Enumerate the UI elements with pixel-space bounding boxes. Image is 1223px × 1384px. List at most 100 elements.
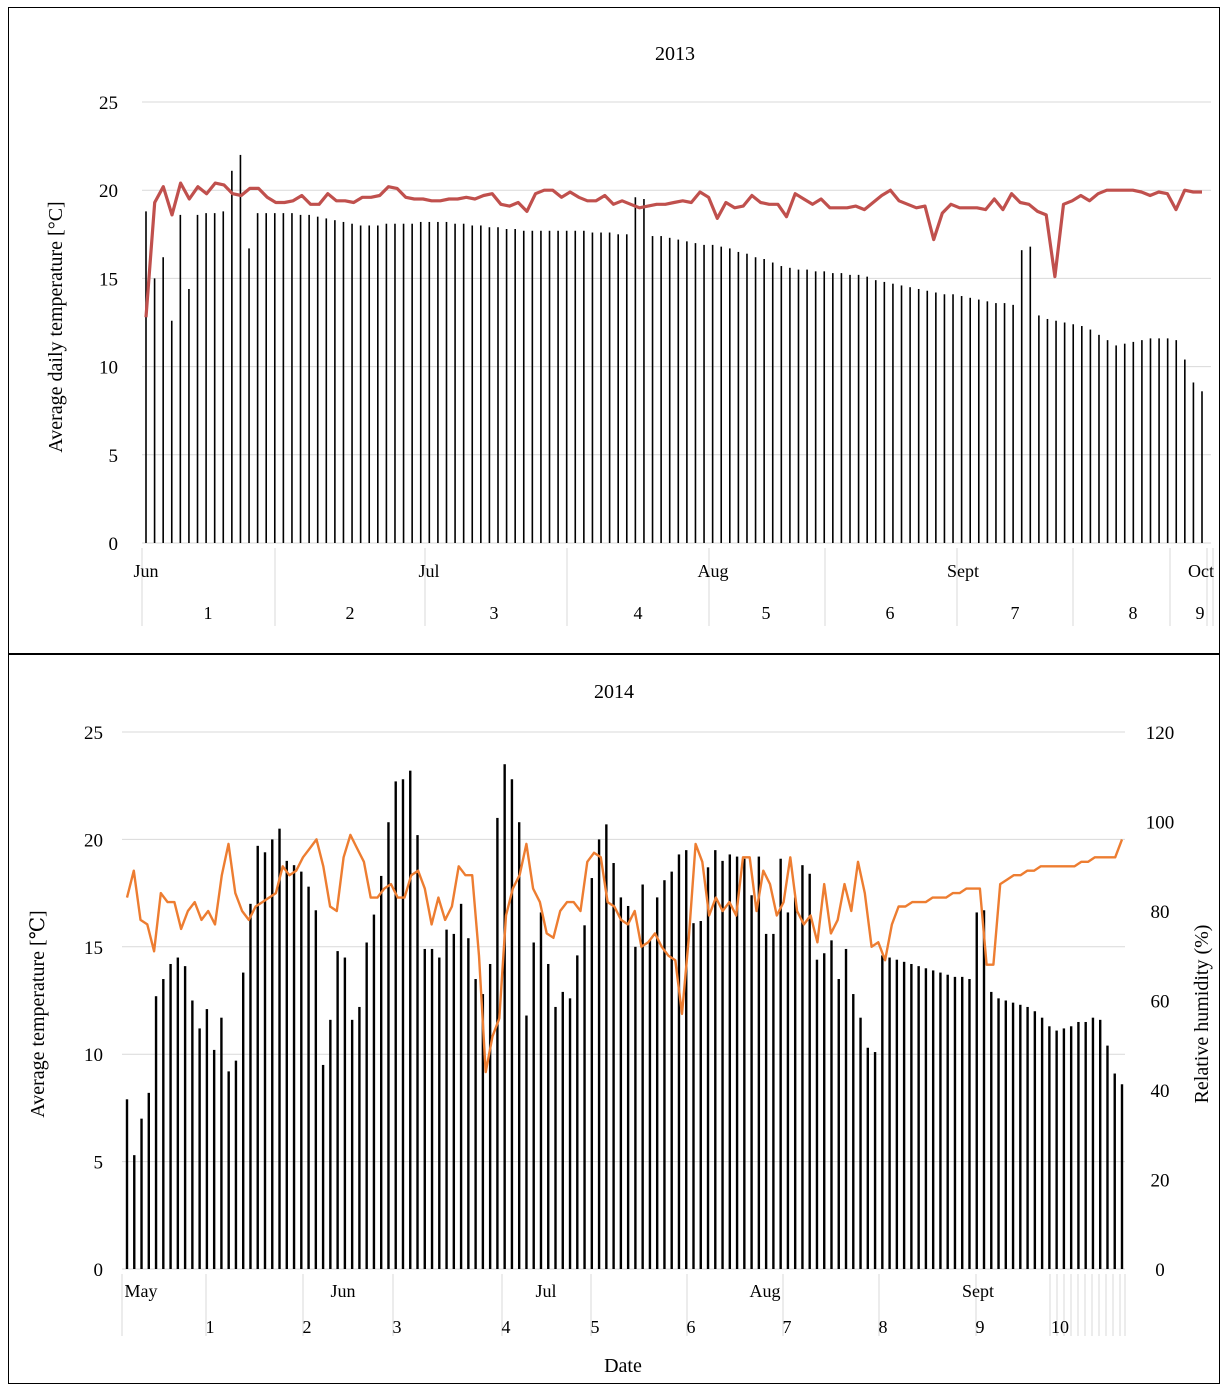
bar xyxy=(706,867,710,1269)
bar xyxy=(866,276,868,543)
y-tick-label: 15 xyxy=(84,938,103,959)
bar xyxy=(445,929,448,1269)
bar xyxy=(437,221,439,543)
bar xyxy=(1069,1026,1073,1269)
bar xyxy=(1055,320,1057,543)
line-path xyxy=(125,833,1124,1074)
bar xyxy=(634,946,637,1269)
bar xyxy=(423,948,426,1269)
bar xyxy=(377,225,379,544)
bar xyxy=(1113,1073,1116,1269)
bar xyxy=(329,1019,332,1269)
bar xyxy=(1003,303,1006,543)
bar xyxy=(249,903,252,1269)
bar xyxy=(1040,1017,1044,1269)
bar xyxy=(145,211,147,544)
bar xyxy=(720,246,723,543)
bar xyxy=(292,865,296,1269)
bar xyxy=(895,959,899,1269)
bar xyxy=(873,1052,877,1269)
bar xyxy=(685,850,688,1269)
x-month-label: Aug xyxy=(698,561,729,581)
bar xyxy=(1120,1084,1124,1269)
bar xyxy=(481,994,485,1269)
bar xyxy=(505,229,508,543)
y2-tick-label: 100 xyxy=(1146,813,1175,834)
x-period-label: 3 xyxy=(393,1317,402,1337)
bar xyxy=(910,963,913,1269)
bar xyxy=(205,1009,209,1269)
bar xyxy=(591,232,594,543)
bar xyxy=(568,998,572,1269)
bar xyxy=(409,770,412,1269)
bar xyxy=(1072,324,1075,543)
bar xyxy=(1004,1000,1007,1269)
bar xyxy=(402,223,405,543)
bar xyxy=(1099,1019,1102,1269)
bar xyxy=(454,223,456,543)
bar xyxy=(1033,1011,1037,1269)
bar xyxy=(411,223,413,543)
bar xyxy=(677,854,681,1269)
x-axis-labels: May Jun Jul Aug Sept 1 2 3 4 5 6 7 8 9 10 xyxy=(121,1274,1126,1337)
bar xyxy=(641,884,644,1269)
x-month-label: Sept xyxy=(962,1281,994,1301)
bar xyxy=(1026,1006,1029,1269)
bar xyxy=(670,871,673,1269)
bar xyxy=(832,273,834,543)
bar xyxy=(278,828,281,1269)
bar xyxy=(1020,250,1023,543)
bar xyxy=(1201,391,1203,543)
bar xyxy=(1184,359,1186,543)
bar xyxy=(1019,1004,1022,1269)
bar xyxy=(334,220,336,544)
y2-tick-label: 60 xyxy=(1151,992,1170,1013)
bar xyxy=(655,897,659,1269)
x-month-label: Aug xyxy=(750,1281,781,1301)
bar xyxy=(786,912,790,1269)
bar xyxy=(935,292,937,543)
bar xyxy=(343,957,347,1269)
bar xyxy=(462,223,465,543)
bar xyxy=(902,961,906,1269)
y-tick-label: 20 xyxy=(84,830,103,851)
bar xyxy=(617,234,619,544)
bar xyxy=(743,858,746,1269)
bar xyxy=(849,274,851,543)
bar xyxy=(471,225,474,544)
bar xyxy=(205,213,207,543)
bar xyxy=(539,912,543,1269)
bar xyxy=(990,991,993,1269)
y-tick-label: 25 xyxy=(84,723,103,744)
bar xyxy=(779,858,782,1269)
bar xyxy=(703,244,705,543)
bar xyxy=(866,1047,870,1269)
bar xyxy=(960,296,963,543)
bar xyxy=(1038,315,1040,543)
x-period-label: 10 xyxy=(1051,1317,1069,1337)
x-month-label: Jul xyxy=(535,1281,556,1301)
bar xyxy=(626,905,630,1269)
bar xyxy=(892,283,894,543)
bar xyxy=(711,244,714,543)
bar xyxy=(430,948,434,1269)
bar xyxy=(234,1060,238,1269)
bar xyxy=(943,294,946,543)
y2-tick-label: 120 xyxy=(1146,723,1175,744)
bar xyxy=(969,297,971,543)
chart-2013-frame xyxy=(8,7,1220,654)
bar xyxy=(1192,382,1195,543)
bar xyxy=(438,957,441,1269)
bar xyxy=(823,953,826,1269)
bar xyxy=(900,285,903,543)
bar xyxy=(351,223,353,543)
bar xyxy=(975,912,978,1269)
bar xyxy=(619,897,623,1269)
bar xyxy=(554,1006,557,1269)
x-period-label: 1 xyxy=(206,1317,215,1337)
bar xyxy=(600,232,602,543)
x-period-label: 9 xyxy=(1196,603,1205,623)
y2-tick-label: 20 xyxy=(1151,1171,1170,1192)
bar xyxy=(1175,340,1178,543)
bar xyxy=(815,959,819,1269)
